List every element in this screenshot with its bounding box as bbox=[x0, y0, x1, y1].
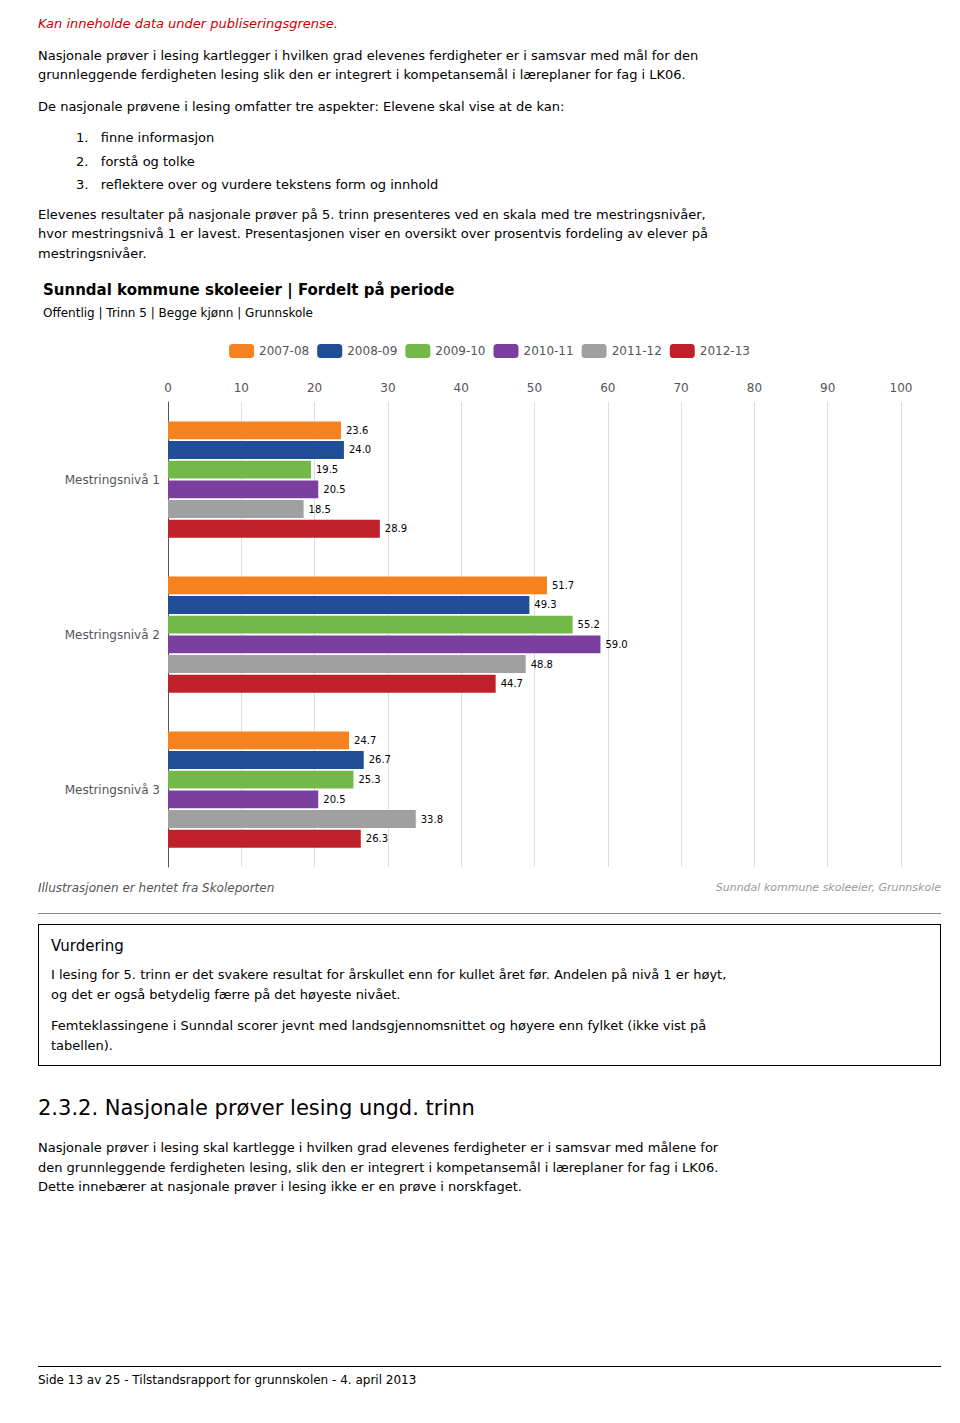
html-text:Sunndal kommune skoleeier, Gru: Sunndal kommune skoleeier, Grunnskole bbox=[715, 881, 941, 894]
svg-text:Mestringsnivå 3: Mestringsnivå 3 bbox=[65, 783, 160, 797]
html-text:Nasjonale prøver i lesing skal: Nasjonale prøver i lesing skal kartlegge… bbox=[38, 1140, 719, 1194]
svg-text:18.5: 18.5 bbox=[309, 504, 331, 515]
svg-text:Offentlig | Trinn 5 | Begge kj: Offentlig | Trinn 5 | Begge kjønn | Grun… bbox=[43, 306, 313, 320]
svg-text:50: 50 bbox=[527, 381, 542, 395]
html-text:Nasjonale prøver i lesing kart: Nasjonale prøver i lesing kartlegger i h… bbox=[38, 47, 699, 82]
svg-text:23.6: 23.6 bbox=[346, 425, 368, 436]
html-text:Side 13 av 25 - Tilstandsrappo: Side 13 av 25 - Tilstandsrapport for gru… bbox=[38, 1373, 417, 1387]
html-text:2.3.2. Nasjonale prøver lesing: 2.3.2. Nasjonale prøver lesing ungd. tri… bbox=[38, 1096, 475, 1120]
html-text:Femteklassingene i Sunndal sco: Femteklassingene i Sunndal scorer jevnt … bbox=[51, 1018, 707, 1053]
svg-text:19.5: 19.5 bbox=[316, 464, 338, 475]
svg-text:2012-13: 2012-13 bbox=[700, 344, 750, 358]
svg-text:2008-09: 2008-09 bbox=[347, 344, 397, 358]
svg-text:2010-11: 2010-11 bbox=[524, 344, 574, 358]
svg-text:26.3: 26.3 bbox=[366, 833, 388, 844]
svg-text:26.7: 26.7 bbox=[369, 754, 391, 765]
svg-text:55.2: 55.2 bbox=[578, 619, 600, 630]
html-text:I lesing for 5. trinn er det s: I lesing for 5. trinn er det svakere res… bbox=[51, 967, 727, 1002]
svg-text:100: 100 bbox=[890, 381, 913, 395]
svg-text:28.9: 28.9 bbox=[385, 523, 407, 534]
svg-text:20.5: 20.5 bbox=[323, 794, 345, 805]
html-text:2. forstå og tolke: 2. forstå og tolke bbox=[76, 153, 195, 169]
svg-text:59.0: 59.0 bbox=[605, 639, 627, 650]
svg-text:0: 0 bbox=[164, 381, 172, 395]
svg-text:30: 30 bbox=[380, 381, 395, 395]
svg-text:20.5: 20.5 bbox=[323, 484, 345, 495]
svg-text:Sunndal kommune skoleeier | Fo: Sunndal kommune skoleeier | Fordelt på p… bbox=[43, 281, 454, 300]
svg-text:2007-08: 2007-08 bbox=[259, 344, 309, 358]
html-text:Illustrasjonen er hentet fra S: Illustrasjonen er hentet fra Skoleporten bbox=[38, 881, 275, 895]
svg-text:20: 20 bbox=[307, 381, 322, 395]
html-text:Elevenes resultater på nasjona: Elevenes resultater på nasjonale prøver … bbox=[38, 206, 708, 261]
svg-text:2011-12: 2011-12 bbox=[612, 344, 662, 358]
svg-text:48.8: 48.8 bbox=[531, 659, 553, 670]
svg-text:51.7: 51.7 bbox=[552, 580, 574, 591]
html-text:Vurdering: Vurdering bbox=[51, 937, 124, 955]
svg-text:40: 40 bbox=[454, 381, 469, 395]
svg-text:24.7: 24.7 bbox=[354, 735, 376, 746]
svg-text:33.8: 33.8 bbox=[421, 814, 443, 825]
svg-text:Mestringsnivå 2: Mestringsnivå 2 bbox=[65, 628, 160, 642]
svg-text:44.7: 44.7 bbox=[501, 678, 523, 689]
svg-text:60: 60 bbox=[600, 381, 615, 395]
html-text:Kan inneholde data under publi: Kan inneholde data under publiseringsgre… bbox=[38, 16, 338, 31]
svg-text:24.0: 24.0 bbox=[349, 444, 371, 455]
svg-text:90: 90 bbox=[820, 381, 835, 395]
svg-text:Mestringsnivå 1: Mestringsnivå 1 bbox=[65, 473, 160, 487]
html-text:De nasjonale prøvene i lesing: De nasjonale prøvene i lesing omfatter t… bbox=[38, 98, 565, 114]
svg-text:70: 70 bbox=[673, 381, 688, 395]
svg-text:80: 80 bbox=[747, 381, 762, 395]
svg-text:25.3: 25.3 bbox=[358, 774, 380, 785]
svg-text:2009-10: 2009-10 bbox=[435, 344, 485, 358]
svg-text:10: 10 bbox=[234, 381, 249, 395]
html-text:3. reflektere over og vurdere: 3. reflektere over og vurdere tekstens f… bbox=[76, 177, 439, 192]
svg-text:49.3: 49.3 bbox=[534, 599, 556, 610]
html-text:1. finne informasjon: 1. finne informasjon bbox=[76, 130, 215, 145]
